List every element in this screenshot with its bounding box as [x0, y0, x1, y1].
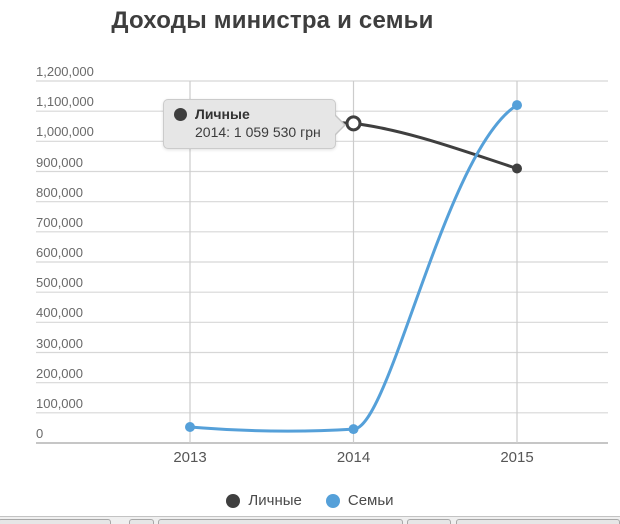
y-axis-label: 400,000 [36, 305, 83, 321]
legend-marker-semyi-icon [325, 493, 340, 508]
tooltip: Личные 2014: 1 059 530 грн [163, 99, 346, 149]
y-axis-label: 900,000 [36, 154, 83, 170]
x-axis-label: 2014 [336, 449, 371, 466]
data-point-hovered-Личные-2014[interactable] [345, 115, 362, 132]
tooltip-value: 2014: 1 059 530 грн [195, 124, 321, 140]
data-point-Семьи-2014[interactable] [348, 424, 359, 435]
legend-marker-lichnye-icon [226, 493, 241, 508]
legend-item-lichnye[interactable]: Личные [226, 492, 302, 509]
data-point-Семьи-2013[interactable] [185, 422, 195, 433]
y-axis-label: 800,000 [36, 184, 83, 200]
y-axis-label: 700,000 [36, 214, 83, 230]
cutoff-control[interactable] [158, 519, 403, 524]
y-axis-label: 500,000 [36, 275, 83, 291]
x-axis-label: 2013 [173, 449, 207, 466]
data-point-Семьи-2015[interactable] [512, 100, 522, 111]
x-axis-label: 2015 [500, 449, 534, 466]
y-axis-label: 0 [36, 426, 44, 441]
tooltip-arrow-icon [334, 115, 344, 135]
y-axis-label: 200,000 [36, 365, 83, 381]
tooltip-series-marker-icon [174, 107, 187, 121]
legend-label-semyi: Семьи [347, 492, 394, 509]
legend-label-lichnye: Личные [248, 492, 302, 509]
cutoff-control[interactable] [0, 519, 111, 524]
cutoff-control[interactable] [456, 519, 620, 524]
y-axis-label: 300,000 [36, 335, 83, 351]
y-axis-label: 600,000 [36, 245, 83, 260]
data-point-Личные-2015[interactable] [512, 163, 522, 174]
tooltip-series-name: Личные [195, 106, 250, 122]
series-line-semyi[interactable] [188, 103, 519, 433]
legend-item-semyi[interactable]: Семьи [325, 492, 394, 509]
chart-legend: Личные Семьи [0, 492, 620, 509]
cutoff-control[interactable] [129, 519, 154, 524]
y-axis-label: 1,100,000 [36, 94, 94, 110]
cutoff-control[interactable] [407, 519, 451, 524]
y-axis-label: 1,000,000 [36, 124, 94, 140]
cut-off-controls-strip [0, 516, 620, 524]
y-axis-label: 100,000 [36, 395, 83, 411]
y-axis-label: 1,200,000 [36, 64, 94, 79]
chart-title: Доходы министра и семьи [111, 7, 434, 34]
